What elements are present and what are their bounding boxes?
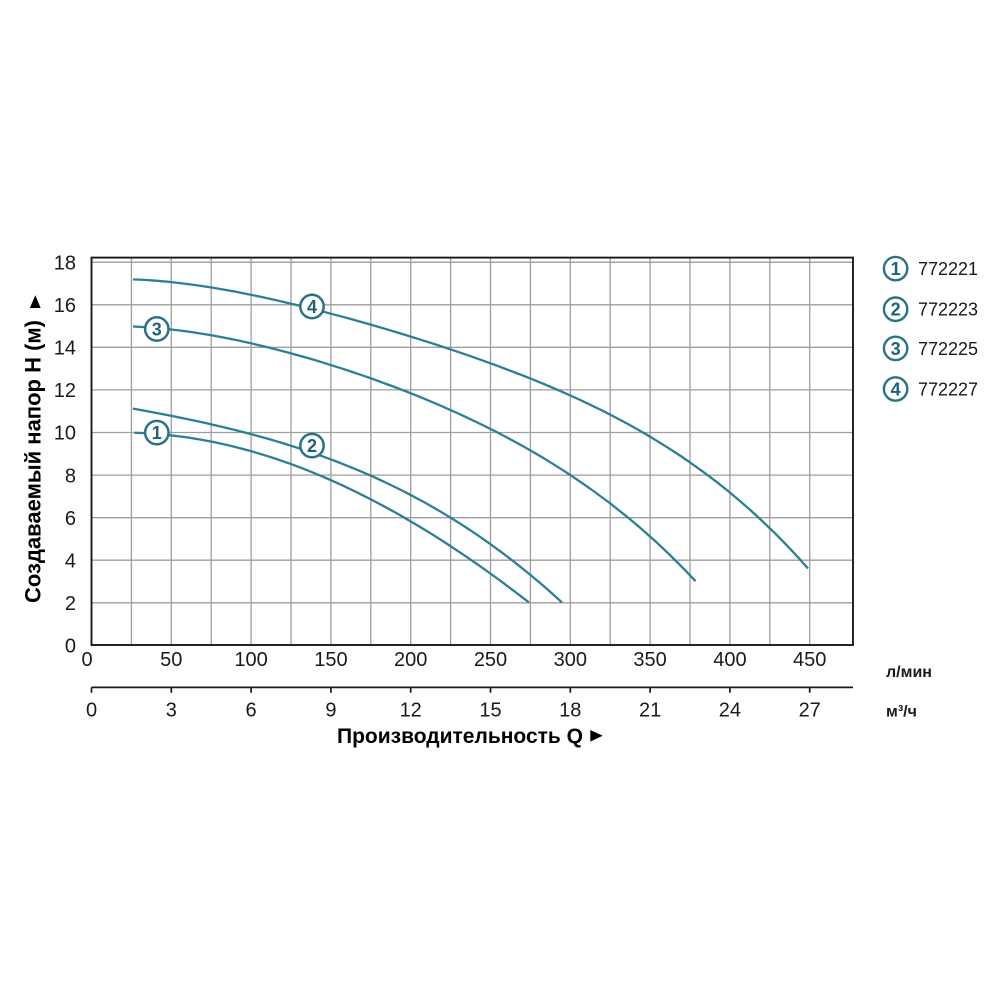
svg-text:10: 10 [54, 423, 76, 445]
svg-text:14: 14 [54, 338, 76, 360]
svg-text:350: 350 [633, 649, 666, 671]
svg-text:772227: 772227 [918, 379, 978, 399]
svg-text:772225: 772225 [918, 339, 978, 359]
svg-text:4: 4 [891, 380, 901, 400]
svg-text:772221: 772221 [918, 259, 978, 279]
svg-text:772223: 772223 [918, 300, 978, 320]
svg-text:16: 16 [54, 295, 76, 317]
svg-text:450: 450 [793, 649, 826, 671]
svg-text:8: 8 [65, 465, 76, 487]
svg-text:9: 9 [325, 700, 336, 722]
svg-text:100: 100 [234, 649, 267, 671]
svg-text:18: 18 [559, 700, 581, 722]
svg-text:0: 0 [86, 700, 97, 722]
svg-text:150: 150 [314, 649, 347, 671]
svg-text:21: 21 [639, 700, 661, 722]
svg-text:л/мин: л/мин [886, 664, 932, 681]
svg-text:0: 0 [81, 649, 92, 671]
svg-text:250: 250 [474, 649, 507, 671]
svg-text:24: 24 [719, 700, 741, 722]
svg-text:3: 3 [166, 700, 177, 722]
svg-text:2: 2 [891, 300, 901, 320]
svg-text:0: 0 [65, 636, 76, 658]
svg-text:2: 2 [307, 436, 317, 456]
svg-text:300: 300 [554, 649, 587, 671]
svg-text:27: 27 [799, 700, 821, 722]
svg-text:400: 400 [713, 649, 746, 671]
svg-text:3: 3 [152, 320, 162, 340]
svg-text:12: 12 [54, 380, 76, 402]
svg-text:3: 3 [891, 339, 901, 359]
svg-text:12: 12 [400, 700, 422, 722]
svg-text:2: 2 [65, 593, 76, 615]
svg-text:4: 4 [65, 550, 76, 572]
svg-text:200: 200 [394, 649, 427, 671]
svg-text:1: 1 [152, 423, 162, 443]
svg-text:Производительность Q: Производительность Q [337, 725, 583, 748]
svg-text:1: 1 [891, 259, 901, 279]
svg-text:6: 6 [65, 508, 76, 530]
svg-text:Создаваемый напор H (м): Создаваемый напор H (м) [21, 320, 46, 603]
svg-text:50: 50 [160, 649, 182, 671]
svg-text:18: 18 [54, 252, 76, 274]
svg-text:4: 4 [307, 297, 317, 317]
svg-text:6: 6 [246, 700, 257, 722]
svg-text:м³/ч: м³/ч [886, 703, 917, 720]
svg-text:15: 15 [479, 700, 501, 722]
